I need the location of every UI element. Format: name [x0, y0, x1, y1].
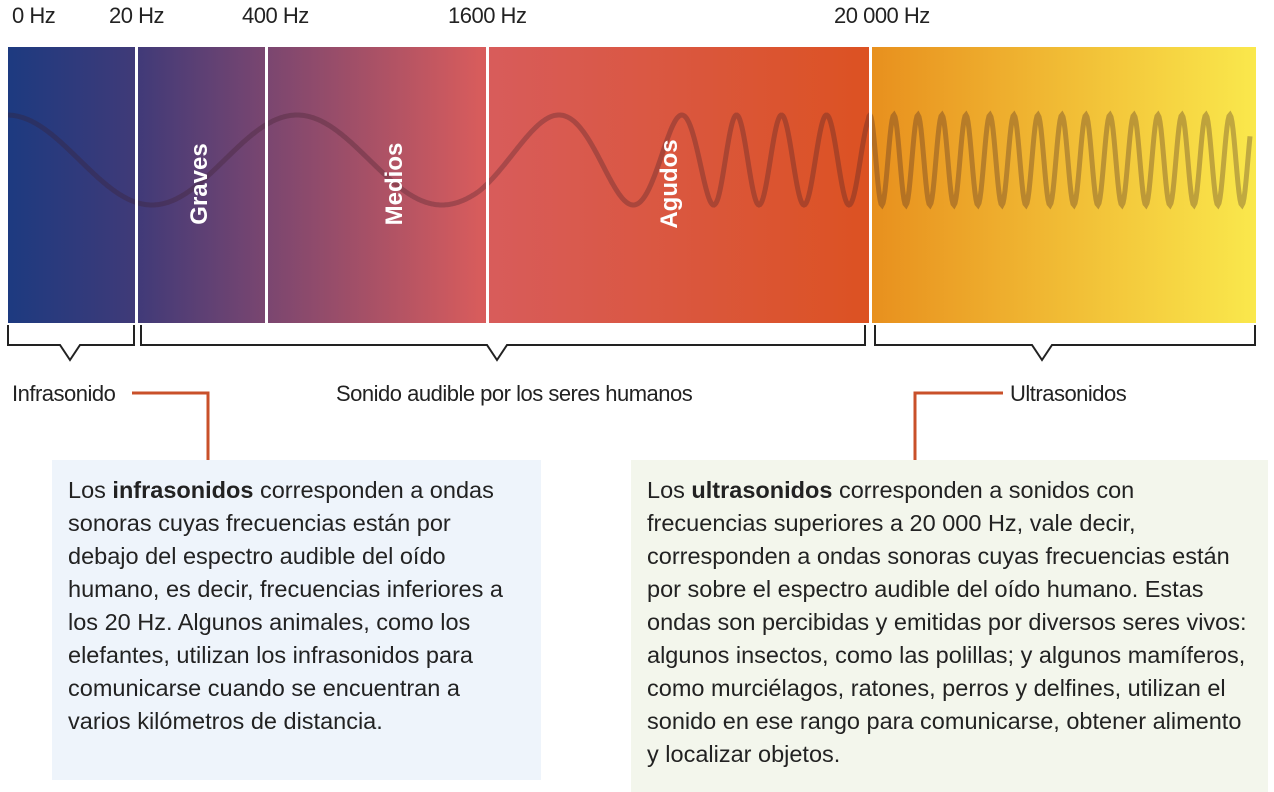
info-box-bg	[52, 460, 541, 780]
freq-label: 400 Hz	[242, 3, 309, 28]
braces	[7, 325, 1256, 362]
bold-term: ultrasonidos	[691, 477, 833, 503]
text: corresponden a sonidos con frecuencias s…	[647, 477, 1247, 767]
audible-spectrum	[8, 47, 869, 323]
freq-label: 20 000 Hz	[834, 3, 930, 28]
ultra-spectrum	[872, 47, 1256, 323]
group-label: Sonido audible por los seres humanos	[336, 381, 693, 406]
group-label: Ultrasonidos	[1010, 381, 1127, 406]
info-box: Los infrasonidos corresponden a ondas so…	[52, 460, 541, 752]
connectors	[132, 391, 1003, 460]
info-box: Los ultrasonidos corresponden a sonidos …	[631, 460, 1268, 785]
text: corresponden a ondas sonoras cuyas frecu…	[68, 477, 503, 734]
freq-label: 20 Hz	[109, 3, 164, 28]
dividers	[135, 47, 872, 323]
band-label: Agudos	[656, 139, 683, 229]
text: Los	[647, 477, 692, 503]
band-label: Medios	[381, 142, 408, 226]
freq-label: 1600 Hz	[448, 3, 527, 28]
band-label: Graves	[186, 143, 213, 225]
freq-label: 0 Hz	[12, 3, 56, 28]
bold-term: infrasonidos	[112, 477, 254, 503]
wave	[8, 110, 1253, 210]
group-label: Infrasonido	[12, 381, 116, 406]
info-box-bg	[631, 460, 1268, 792]
text: Los	[68, 477, 113, 503]
